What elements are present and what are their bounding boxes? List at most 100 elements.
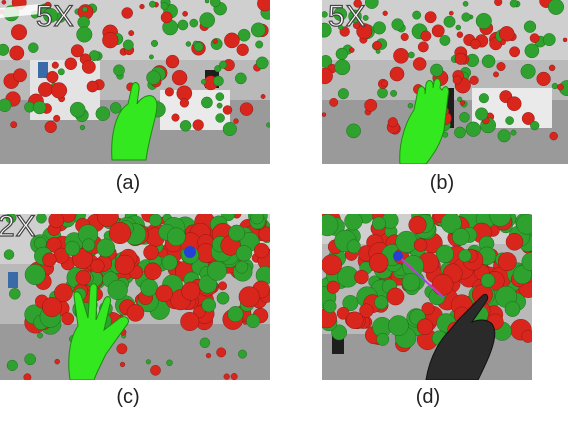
sphere <box>75 270 92 286</box>
sphere <box>107 279 128 300</box>
sphere <box>114 254 135 275</box>
panel-a-view: 5X <box>0 0 270 164</box>
sphere <box>449 10 454 16</box>
sphere <box>393 48 409 64</box>
sphere <box>329 98 339 107</box>
sphere <box>377 87 388 99</box>
sphere <box>144 262 162 280</box>
sphere <box>42 252 57 267</box>
sphere <box>44 120 57 134</box>
sphere <box>521 329 532 343</box>
sphere <box>143 244 159 261</box>
zoom-label: 5X <box>36 0 75 33</box>
sphere <box>456 31 464 38</box>
sphere <box>421 302 435 316</box>
sphere <box>165 54 180 69</box>
sphere <box>500 39 506 45</box>
sphere <box>509 46 521 58</box>
sphere <box>459 100 466 106</box>
sphere <box>493 71 499 78</box>
sphere <box>478 93 489 104</box>
sphere <box>524 43 540 59</box>
sphere <box>166 359 173 367</box>
panel-d-view <box>322 214 532 380</box>
sphere <box>77 16 90 29</box>
sphere <box>326 280 340 294</box>
sphere <box>346 311 364 330</box>
sphere <box>443 15 456 28</box>
sphere <box>48 214 65 229</box>
sphere <box>166 227 186 247</box>
sphere <box>408 215 427 234</box>
sphere <box>223 373 230 380</box>
panel-b-view: 5X <box>322 0 568 164</box>
sphere <box>179 120 192 132</box>
sphere <box>452 228 470 246</box>
sphere <box>108 221 131 245</box>
sphere <box>128 30 135 36</box>
sphere <box>90 259 105 274</box>
sphere <box>185 41 192 47</box>
sphere <box>521 112 535 125</box>
sphere <box>381 79 389 87</box>
sphere <box>216 102 223 109</box>
sphere <box>382 10 388 16</box>
sphere <box>459 112 470 123</box>
sphere <box>0 43 10 56</box>
sphere <box>161 254 178 271</box>
sphere <box>235 245 253 262</box>
sphere <box>233 118 239 124</box>
sphere <box>0 98 12 112</box>
sphere <box>417 41 429 53</box>
sphere <box>148 54 154 60</box>
sphere <box>113 64 125 77</box>
sphere <box>238 286 260 308</box>
sphere <box>431 24 445 38</box>
sphere <box>469 75 479 85</box>
sphere <box>389 66 405 82</box>
sphere <box>549 131 558 141</box>
sphere <box>216 291 230 305</box>
sphere <box>57 68 65 76</box>
sphere <box>214 65 222 73</box>
sphere <box>530 120 540 131</box>
sphere <box>548 64 556 72</box>
sphere <box>9 288 21 300</box>
sphere <box>335 47 348 61</box>
sphere <box>246 313 261 328</box>
sphere <box>5 214 17 224</box>
sphere-cloud-d-dense <box>322 214 532 353</box>
zoom-label: 2X <box>0 214 37 243</box>
sphere <box>413 238 428 252</box>
sphere <box>499 26 515 42</box>
sphere <box>192 119 204 131</box>
sphere <box>475 107 489 121</box>
sphere <box>260 94 266 99</box>
sphere <box>344 214 363 231</box>
sphere <box>365 0 379 9</box>
sphere <box>440 214 462 234</box>
sphere <box>139 3 145 10</box>
sphere <box>236 43 249 56</box>
sphere <box>412 57 427 71</box>
sphere <box>505 116 514 125</box>
sphere <box>122 39 134 51</box>
sphere <box>218 281 228 291</box>
wall-poster <box>38 62 48 78</box>
sphere <box>10 121 18 129</box>
sphere <box>199 12 215 28</box>
sphere <box>86 80 99 93</box>
sphere <box>210 0 221 8</box>
vr-scene-d <box>322 214 532 380</box>
vr-scene-a: 5X <box>0 0 270 164</box>
sphere <box>481 54 496 68</box>
sphere <box>213 75 224 87</box>
sphere <box>458 249 472 263</box>
sphere <box>401 273 421 292</box>
sphere <box>386 287 405 306</box>
sphere <box>536 71 551 87</box>
sphere <box>376 333 390 346</box>
sphere <box>390 90 398 97</box>
sphere <box>207 260 227 281</box>
sphere <box>69 101 86 118</box>
